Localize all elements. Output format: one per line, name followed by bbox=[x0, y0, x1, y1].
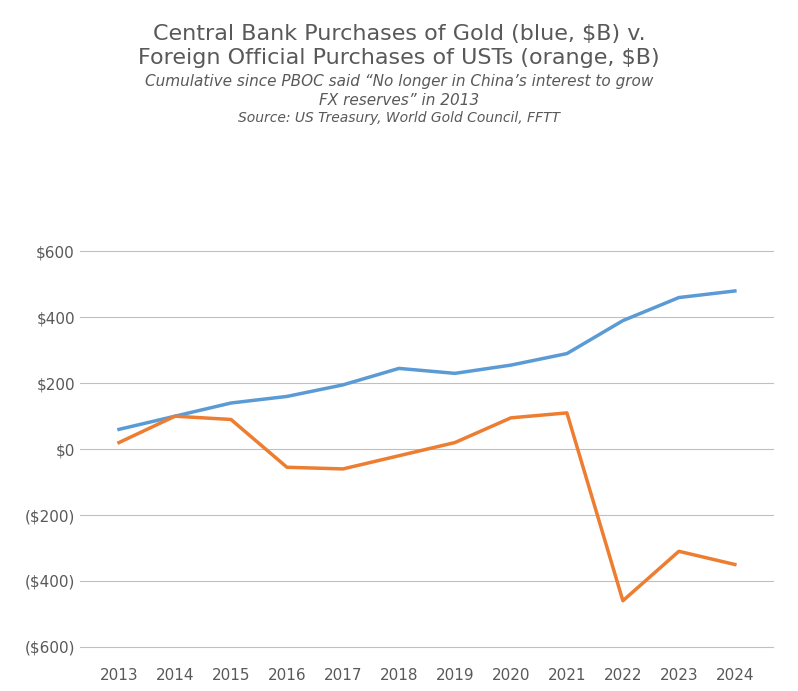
Text: Central Bank Purchases of Gold (blue, $B) v.: Central Bank Purchases of Gold (blue, $B… bbox=[152, 24, 646, 44]
Text: Foreign Official Purchases of USTs (orange, $B): Foreign Official Purchases of USTs (oran… bbox=[138, 48, 660, 68]
Text: Source: US Treasury, World Gold Council, FFTT: Source: US Treasury, World Gold Council,… bbox=[238, 111, 560, 124]
Text: FX reserves” in 2013: FX reserves” in 2013 bbox=[319, 93, 479, 108]
Text: Cumulative since PBOC said “No longer in China’s interest to grow: Cumulative since PBOC said “No longer in… bbox=[144, 74, 654, 89]
